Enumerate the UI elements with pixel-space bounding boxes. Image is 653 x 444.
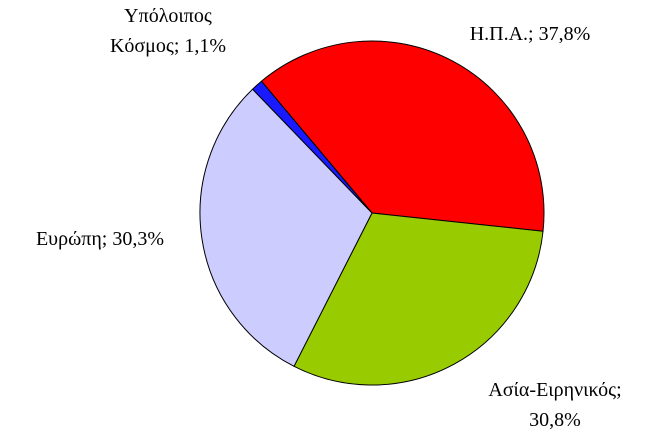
pie-slice: [260, 40, 545, 232]
pie-slice: [251, 80, 373, 214]
slice-label-line: Η.Π.Α.; 37,8%: [470, 23, 591, 45]
slice-label-line: Ασία-Ειρηνικός;: [488, 379, 621, 401]
pie-slice: [199, 88, 373, 367]
slice-label: Ασία-Ειρηνικός; 30,8%: [488, 379, 621, 431]
pie-slice: [293, 212, 544, 386]
slice-label-line: Κόσμος; 1,1%: [110, 35, 226, 57]
slice-label-line: Ευρώπη; 30,3%: [36, 228, 164, 250]
slice-label: Υπόλοιπος Κόσμος; 1,1%: [110, 5, 226, 57]
slice-label: Ευρώπη; 30,3%: [36, 228, 164, 250]
slice-label-line: 30,8%: [529, 409, 581, 431]
slice-label: Η.Π.Α.; 37,8%: [470, 23, 591, 45]
slice-label-line: Υπόλοιπος: [124, 5, 212, 27]
